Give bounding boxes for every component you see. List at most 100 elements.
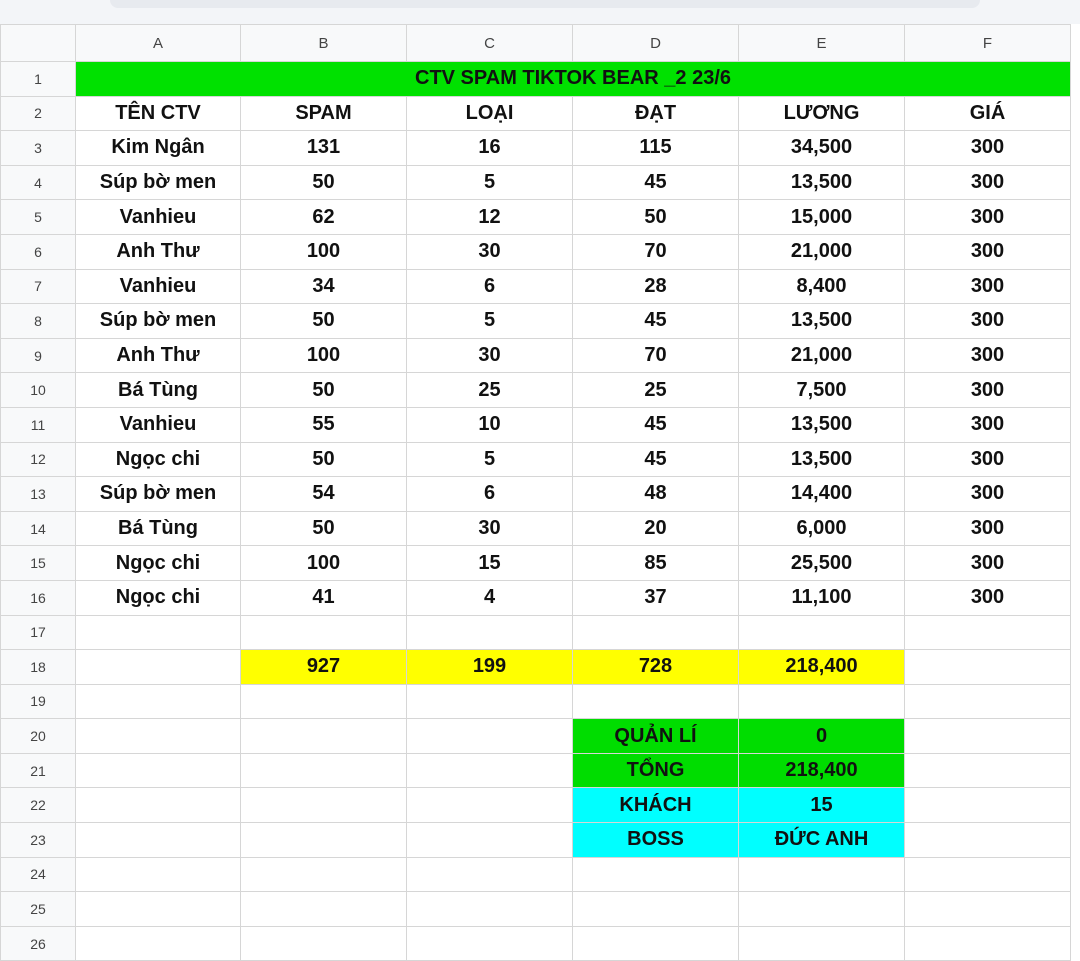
name-cell[interactable]: Súp bờ men bbox=[75, 303, 241, 339]
empty-cell[interactable] bbox=[75, 787, 241, 824]
luong-cell[interactable]: 13,500 bbox=[738, 441, 905, 478]
spam-cell[interactable]: 50 bbox=[240, 164, 407, 201]
row-header[interactable]: 25 bbox=[0, 891, 76, 927]
spam-cell[interactable]: 50 bbox=[240, 441, 407, 478]
empty-cell[interactable] bbox=[406, 787, 573, 824]
header-cell[interactable]: GIÁ bbox=[904, 95, 1071, 132]
row-header[interactable]: 11 bbox=[0, 406, 76, 443]
loai-cell[interactable]: 12 bbox=[406, 199, 573, 235]
name-cell[interactable]: Kim Ngân bbox=[75, 130, 241, 166]
name-cell[interactable]: Bá Tùng bbox=[75, 372, 241, 408]
total-luong-cell[interactable]: 218,400 bbox=[738, 649, 905, 685]
spam-cell[interactable]: 100 bbox=[240, 545, 407, 581]
select-all-corner[interactable] bbox=[0, 24, 76, 62]
empty-cell[interactable] bbox=[904, 718, 1071, 754]
row-header[interactable]: 4 bbox=[0, 164, 76, 201]
loai-cell[interactable]: 30 bbox=[406, 337, 573, 374]
spam-cell[interactable]: 62 bbox=[240, 199, 407, 235]
dat-cell[interactable]: 48 bbox=[572, 476, 739, 512]
row-header[interactable]: 3 bbox=[0, 130, 76, 166]
gia-cell[interactable]: 300 bbox=[904, 476, 1071, 512]
empty-cell[interactable] bbox=[572, 683, 739, 720]
empty-cell[interactable] bbox=[904, 683, 1071, 720]
empty-cell[interactable] bbox=[75, 925, 241, 961]
spam-cell[interactable]: 55 bbox=[240, 406, 407, 443]
empty-cell[interactable] bbox=[904, 614, 1071, 651]
empty-cell[interactable] bbox=[75, 822, 241, 858]
empty-cell[interactable] bbox=[572, 891, 739, 927]
gia-cell[interactable]: 300 bbox=[904, 337, 1071, 374]
name-cell[interactable]: Vanhieu bbox=[75, 406, 241, 443]
luong-cell[interactable]: 25,500 bbox=[738, 545, 905, 581]
empty-cell[interactable] bbox=[406, 822, 573, 858]
empty-cell[interactable] bbox=[738, 683, 905, 720]
empty-cell[interactable] bbox=[904, 925, 1071, 961]
summary-label-cell[interactable]: KHÁCH bbox=[572, 787, 739, 824]
empty-cell[interactable] bbox=[738, 925, 905, 961]
name-cell[interactable]: Vanhieu bbox=[75, 199, 241, 235]
dat-cell[interactable]: 70 bbox=[572, 233, 739, 270]
dat-cell[interactable]: 20 bbox=[572, 510, 739, 547]
luong-cell[interactable]: 11,100 bbox=[738, 579, 905, 616]
row-header[interactable]: 1 bbox=[0, 61, 76, 97]
empty-cell[interactable] bbox=[75, 649, 241, 685]
summary-label-cell[interactable]: QUẢN LÍ bbox=[572, 718, 739, 754]
summary-value-cell[interactable]: 0 bbox=[738, 718, 905, 754]
gia-cell[interactable]: 300 bbox=[904, 372, 1071, 408]
spam-cell[interactable]: 50 bbox=[240, 303, 407, 339]
gia-cell[interactable]: 300 bbox=[904, 545, 1071, 581]
luong-cell[interactable]: 21,000 bbox=[738, 233, 905, 270]
name-cell[interactable]: Ngọc chi bbox=[75, 579, 241, 616]
empty-cell[interactable] bbox=[240, 752, 407, 789]
row-header[interactable]: 14 bbox=[0, 510, 76, 547]
row-header[interactable]: 23 bbox=[0, 822, 76, 858]
spam-cell[interactable]: 100 bbox=[240, 337, 407, 374]
empty-cell[interactable] bbox=[240, 891, 407, 927]
name-cell[interactable]: Anh Thư bbox=[75, 233, 241, 270]
empty-cell[interactable] bbox=[738, 891, 905, 927]
dat-cell[interactable]: 50 bbox=[572, 199, 739, 235]
loai-cell[interactable]: 30 bbox=[406, 233, 573, 270]
empty-cell[interactable] bbox=[406, 614, 573, 651]
gia-cell[interactable]: 300 bbox=[904, 303, 1071, 339]
dat-cell[interactable]: 45 bbox=[572, 303, 739, 339]
dat-cell[interactable]: 25 bbox=[572, 372, 739, 408]
luong-cell[interactable]: 21,000 bbox=[738, 337, 905, 374]
dat-cell[interactable]: 45 bbox=[572, 164, 739, 201]
spam-cell[interactable]: 50 bbox=[240, 510, 407, 547]
empty-cell[interactable] bbox=[406, 925, 573, 961]
empty-cell[interactable] bbox=[904, 649, 1071, 685]
empty-cell[interactable] bbox=[904, 891, 1071, 927]
loai-cell[interactable]: 25 bbox=[406, 372, 573, 408]
loai-cell[interactable]: 6 bbox=[406, 268, 573, 305]
loai-cell[interactable]: 15 bbox=[406, 545, 573, 581]
spam-cell[interactable]: 54 bbox=[240, 476, 407, 512]
empty-cell[interactable] bbox=[240, 683, 407, 720]
gia-cell[interactable]: 300 bbox=[904, 130, 1071, 166]
summary-label-cell[interactable]: TỔNG bbox=[572, 752, 739, 789]
gia-cell[interactable]: 300 bbox=[904, 579, 1071, 616]
luong-cell[interactable]: 6,000 bbox=[738, 510, 905, 547]
header-cell[interactable]: ĐẠT bbox=[572, 95, 739, 132]
luong-cell[interactable]: 7,500 bbox=[738, 372, 905, 408]
empty-cell[interactable] bbox=[904, 752, 1071, 789]
empty-cell[interactable] bbox=[240, 787, 407, 824]
empty-cell[interactable] bbox=[75, 856, 241, 893]
loai-cell[interactable]: 5 bbox=[406, 441, 573, 478]
summary-value-cell[interactable]: 15 bbox=[738, 787, 905, 824]
row-header[interactable]: 18 bbox=[0, 649, 76, 685]
total-spam-cell[interactable]: 927 bbox=[240, 649, 407, 685]
name-cell[interactable]: Súp bờ men bbox=[75, 476, 241, 512]
empty-cell[interactable] bbox=[904, 822, 1071, 858]
empty-cell[interactable] bbox=[75, 614, 241, 651]
row-header[interactable]: 7 bbox=[0, 268, 76, 305]
header-cell[interactable]: SPAM bbox=[240, 95, 407, 132]
title-cell[interactable]: CTV SPAM TIKTOK BEAR _2 23/6 bbox=[75, 61, 1071, 97]
row-header[interactable]: 10 bbox=[0, 372, 76, 408]
empty-cell[interactable] bbox=[406, 891, 573, 927]
luong-cell[interactable]: 13,500 bbox=[738, 406, 905, 443]
row-header[interactable]: 12 bbox=[0, 441, 76, 478]
spam-cell[interactable]: 34 bbox=[240, 268, 407, 305]
name-cell[interactable]: Ngọc chi bbox=[75, 441, 241, 478]
row-header[interactable]: 22 bbox=[0, 787, 76, 824]
